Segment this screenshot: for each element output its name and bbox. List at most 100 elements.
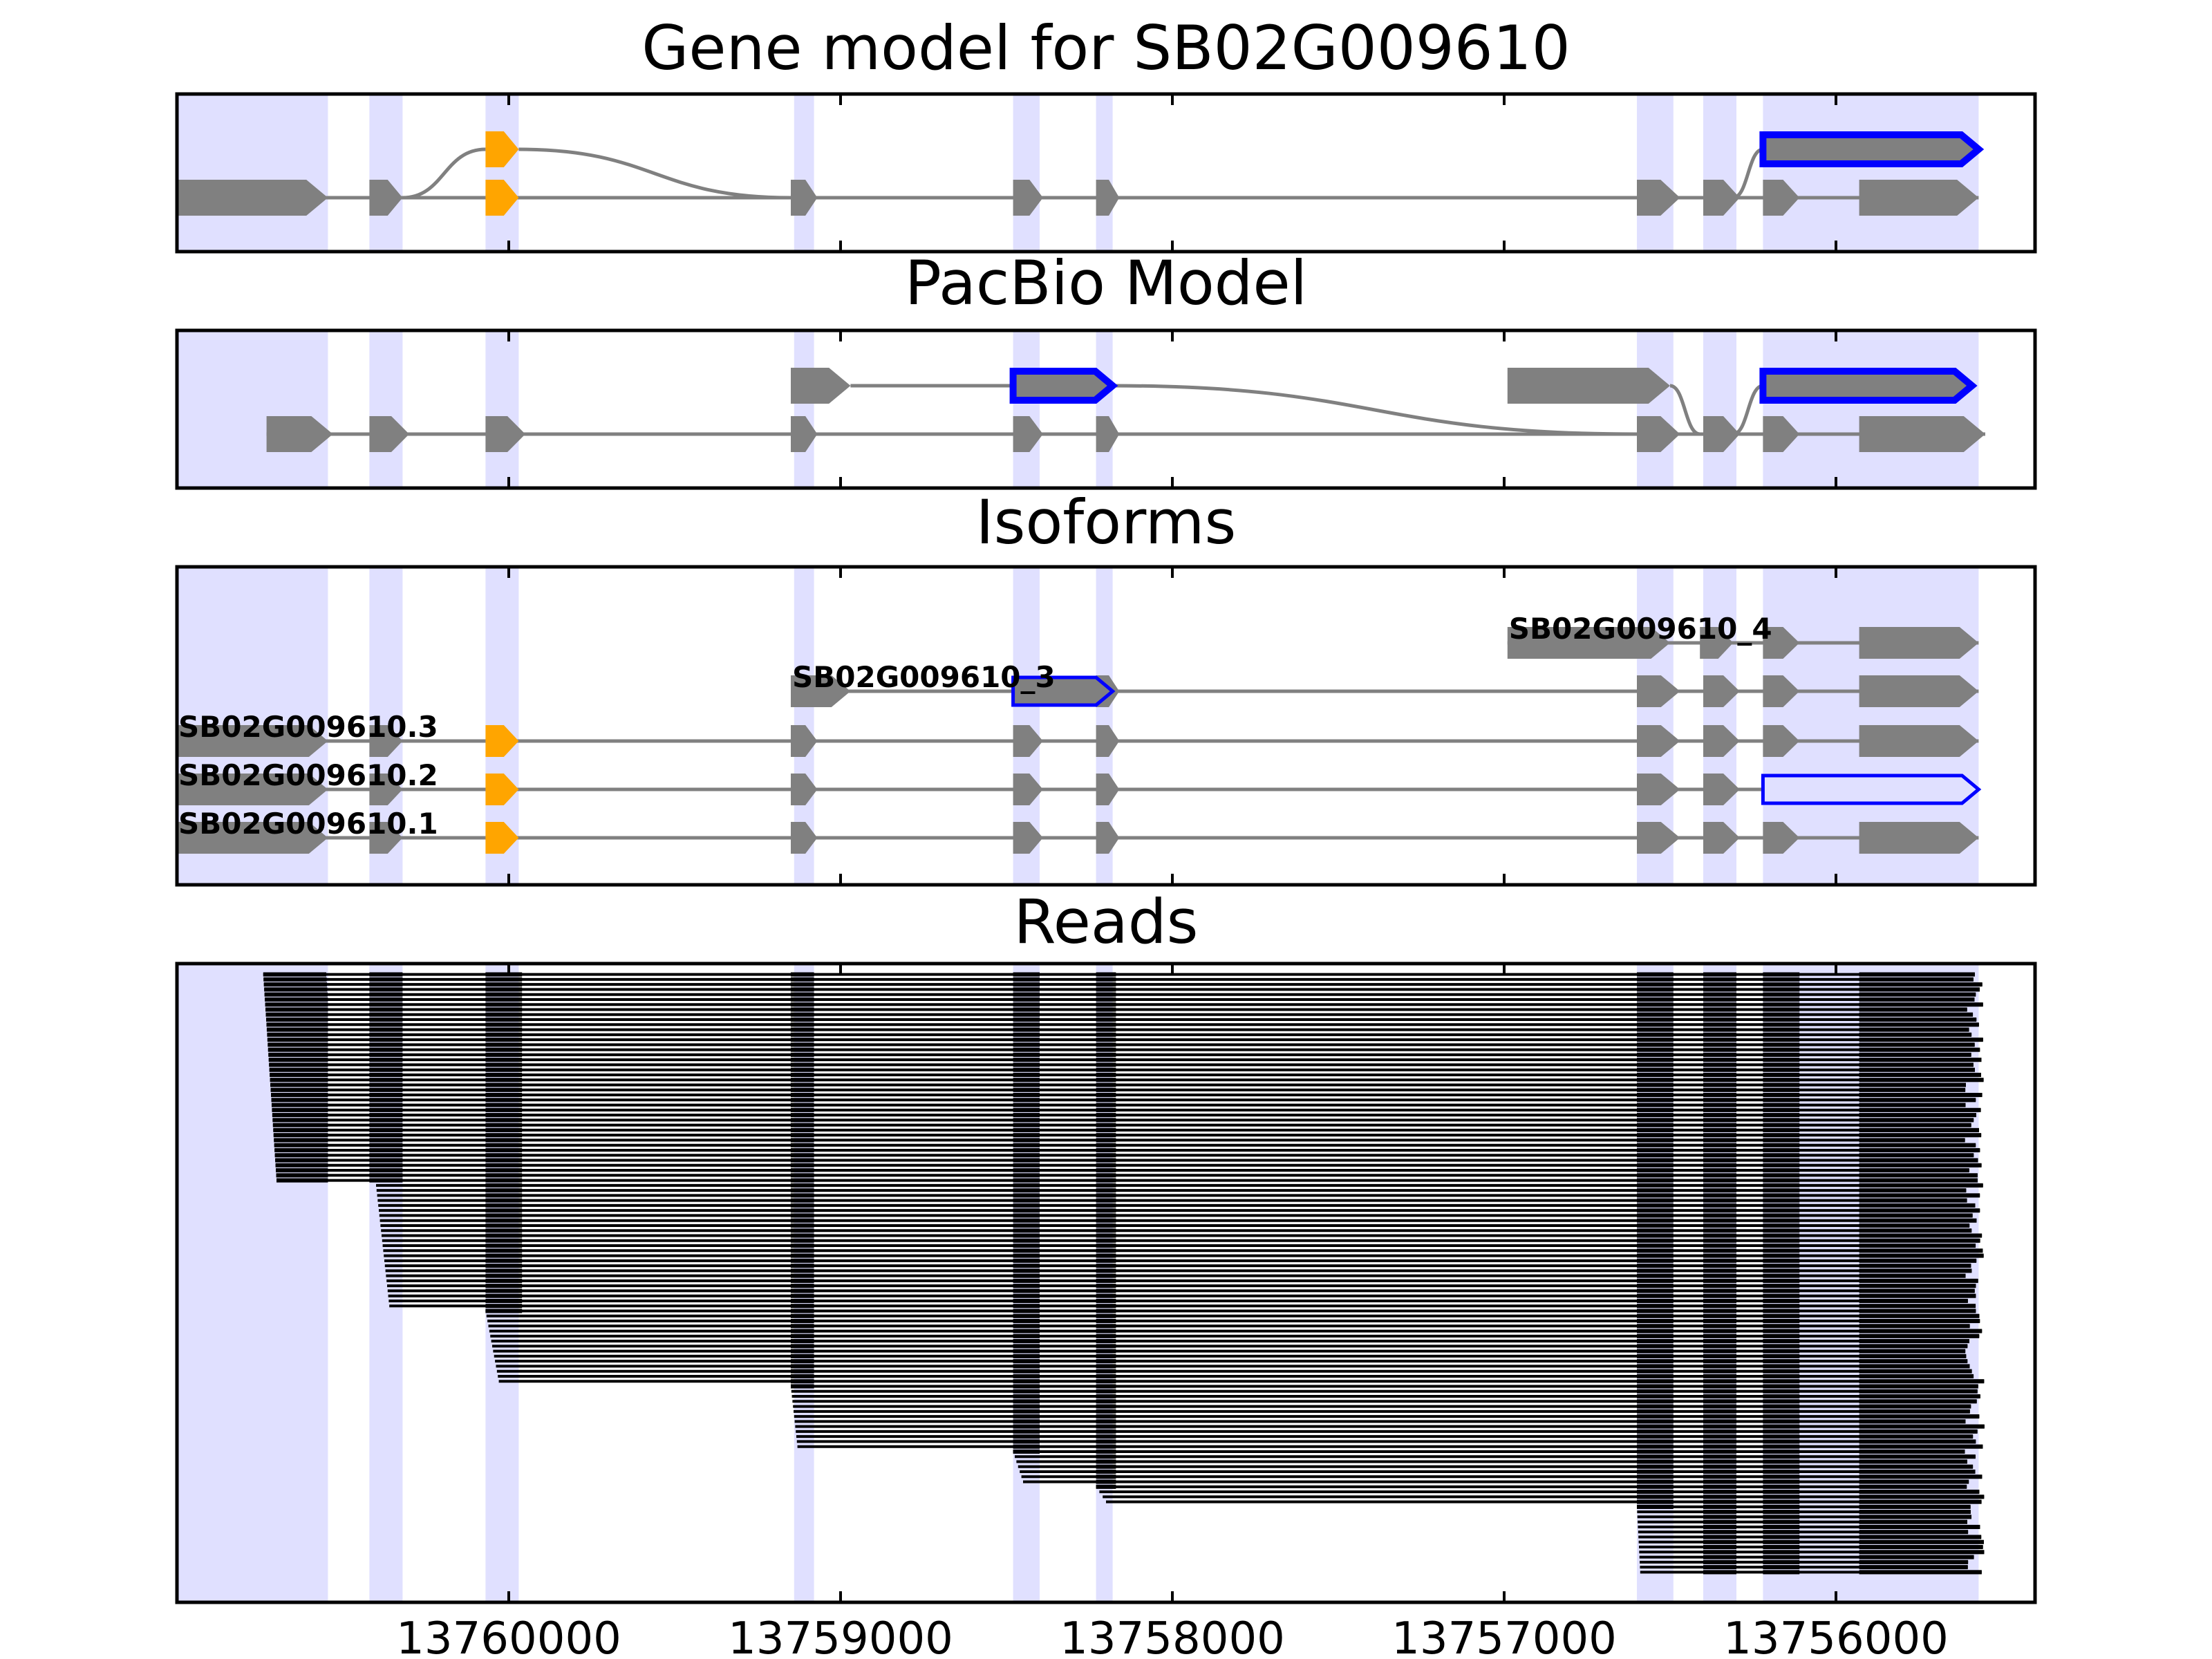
read-block: [1703, 1515, 1736, 1519]
reads-track: [263, 972, 1985, 1575]
read-block: [1703, 1394, 1736, 1399]
exon: [1859, 416, 1985, 452]
read-block: [485, 1208, 523, 1213]
read-block: [1013, 1399, 1040, 1404]
read-block: [1703, 1103, 1736, 1107]
read-block: [1096, 1384, 1116, 1389]
read-block: [1637, 1193, 1674, 1198]
read-block: [369, 1138, 403, 1143]
exon: [1763, 725, 1800, 757]
read-block: [1703, 1248, 1736, 1253]
read-block: [1096, 1042, 1116, 1047]
read-block: [1013, 1243, 1040, 1248]
read-block: [1013, 1118, 1040, 1123]
read-block: [1703, 1258, 1736, 1263]
read-block: [1859, 1313, 1980, 1318]
read-block: [1096, 987, 1116, 992]
read-block: [1096, 1444, 1116, 1449]
read-block: [1703, 1233, 1736, 1238]
read-block: [1763, 972, 1800, 977]
read-block: [1859, 1143, 1976, 1147]
read-block: [1637, 1223, 1674, 1228]
read-block: [791, 1198, 814, 1203]
read-block: [1013, 1379, 1040, 1384]
read-block: [1859, 1429, 1978, 1434]
read-block: [485, 982, 523, 987]
highlight-region: [485, 94, 519, 252]
read-block: [1637, 1288, 1674, 1293]
read-block: [1096, 1163, 1116, 1168]
read-block: [1637, 1188, 1674, 1193]
read-block: [1859, 1318, 1980, 1324]
read-block: [1013, 1333, 1040, 1338]
read-block: [1013, 1344, 1040, 1349]
read-block: [791, 1107, 814, 1112]
read-block: [1013, 1268, 1040, 1273]
read-block: [791, 1233, 814, 1238]
read-block: [263, 972, 326, 977]
exon: [1507, 627, 1670, 659]
exon: [177, 180, 328, 216]
read-block: [1637, 1364, 1674, 1369]
read-block: [1096, 1218, 1116, 1223]
read-block: [485, 1147, 523, 1153]
read-block: [1013, 1193, 1040, 1198]
read-block: [485, 1002, 523, 1007]
read-block: [369, 1038, 403, 1042]
read-block: [1703, 1369, 1736, 1374]
read-block: [1096, 1273, 1116, 1278]
read-block: [791, 1349, 814, 1353]
read-block: [1703, 1459, 1736, 1464]
read-block: [369, 997, 403, 1002]
read-block: [1703, 1027, 1736, 1032]
read-block: [1013, 1017, 1040, 1022]
read-block: [1096, 1459, 1116, 1464]
read-block: [1096, 1198, 1116, 1203]
read-block: [1013, 997, 1040, 1002]
read-block: [1637, 1127, 1674, 1132]
read-block: [1013, 1198, 1040, 1203]
read-block: [1013, 1384, 1040, 1389]
read-block: [791, 1072, 814, 1078]
read-block: [1859, 1439, 1976, 1444]
read-block: [1859, 1298, 1968, 1304]
exon: [1637, 180, 1680, 216]
read-block: [1637, 997, 1674, 1002]
exon: [177, 822, 328, 854]
read-block: [1703, 1168, 1736, 1173]
x-tick-label: 13759000: [728, 1613, 953, 1659]
splice-connector: [1112, 384, 1638, 436]
read-block: [1703, 1052, 1736, 1057]
read-block: [1013, 1414, 1040, 1419]
read-block: [1763, 1309, 1800, 1313]
read-block: [1703, 1454, 1736, 1459]
read-block: [791, 1264, 814, 1268]
read-block: [1703, 1047, 1736, 1052]
read-block: [1637, 1494, 1674, 1499]
read-block: [485, 1309, 523, 1313]
read-block: [1703, 1539, 1736, 1544]
read-block: [1703, 1449, 1736, 1454]
read-block: [1859, 1333, 1980, 1338]
read-block: [1096, 1253, 1116, 1258]
read-block: [1637, 1133, 1674, 1138]
read-block: [1859, 1444, 1983, 1449]
read-block: [272, 1113, 328, 1118]
read-block: [369, 992, 403, 997]
read-block: [1859, 1107, 1981, 1112]
read-block: [1096, 1479, 1116, 1484]
read-block: [485, 1153, 523, 1158]
read-block: [1763, 1515, 1800, 1519]
read-block: [1703, 1032, 1736, 1037]
read-block: [1096, 1474, 1116, 1479]
x-tick-label: 13760000: [396, 1613, 621, 1659]
read-block: [1859, 1127, 1979, 1132]
read-block: [1763, 1344, 1800, 1349]
read-block: [485, 1298, 523, 1304]
read-block: [369, 1158, 403, 1163]
read-block: [791, 1248, 814, 1253]
read-block: [1703, 1007, 1736, 1012]
read-block: [1096, 977, 1116, 982]
read-block: [369, 1143, 403, 1147]
exon: [485, 180, 519, 216]
